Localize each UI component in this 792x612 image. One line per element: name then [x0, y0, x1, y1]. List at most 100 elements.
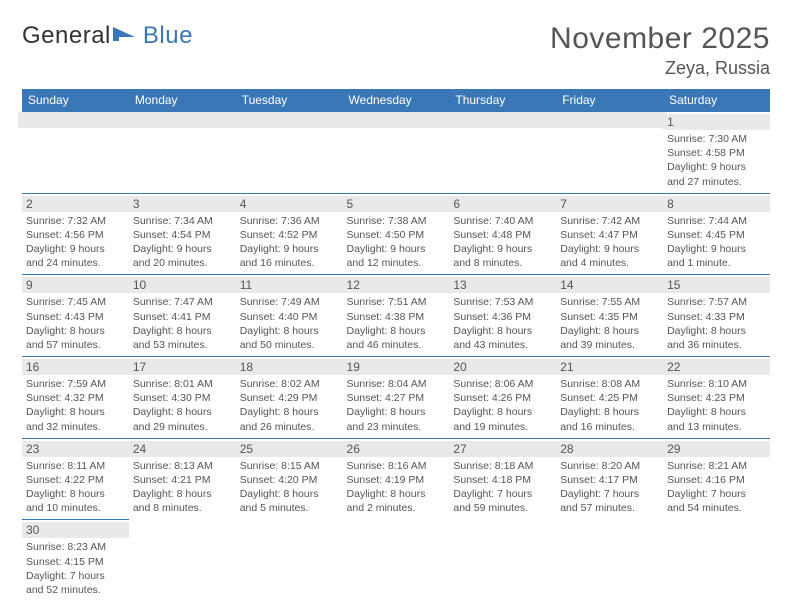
- calendar-cell: 2Sunrise: 7:32 AMSunset: 4:56 PMDaylight…: [22, 193, 129, 275]
- day-number: 7: [556, 196, 663, 212]
- day-info: Sunrise: 8:23 AMSunset: 4:15 PMDaylight:…: [26, 540, 125, 597]
- header: GeneralBlue November 2025 Zeya, Russia: [22, 22, 770, 79]
- calendar-cell: [663, 519, 770, 601]
- calendar-cell: 7 Sunrise: 7:42 AMSunset: 4:47 PMDaylight…: [556, 193, 663, 275]
- calendar-cell: 11Sunrise: 7:49 AMSunset: 4:40 PMDayligh…: [236, 274, 343, 356]
- day-number: 26: [343, 441, 450, 457]
- calendar-cell: [236, 519, 343, 601]
- logo-text-2: Blue: [143, 22, 193, 50]
- calendar-cell: 5 Sunrise: 7:38 AMSunset: 4:50 PMDaylight…: [343, 193, 450, 275]
- day-number: 3: [129, 196, 236, 212]
- calendar-cell: 22 Sunrise: 8:10 AMSunset: 4:23 PMDayligh…: [663, 356, 770, 438]
- weekday-header: Wednesday: [343, 89, 450, 111]
- calendar-cell: [22, 111, 129, 193]
- calendar-cell: 20Sunrise: 8:06 AMSunset: 4:26 PMDayligh…: [449, 356, 556, 438]
- day-number: 5: [343, 196, 450, 212]
- calendar-cell: 26 Sunrise: 8:16 AMSunset: 4:19 PMDayligh…: [343, 438, 450, 520]
- day-info: Sunrise: 7:30 AMSunset: 4:58 PMDaylight:…: [667, 132, 766, 189]
- day-number: 19: [343, 359, 450, 375]
- day-info: Sunrise: 7:57 AMSunset: 4:33 PMDaylight:…: [667, 295, 766, 352]
- day-info: Sunrise: 8:01 AMSunset: 4:30 PMDaylight:…: [133, 377, 232, 434]
- day-info: Sunrise: 7:47 AMSunset: 4:41 PMDaylight:…: [133, 295, 232, 352]
- day-info: Sunrise: 8:13 AMSunset: 4:21 PMDaylight:…: [133, 459, 232, 516]
- page-subtitle: Zeya, Russia: [550, 58, 770, 79]
- day-number: 17: [129, 359, 236, 375]
- day-info: Sunrise: 8:20 AMSunset: 4:17 PMDaylight:…: [560, 459, 659, 516]
- weekday-header: Saturday: [663, 89, 770, 111]
- day-number: 10: [129, 277, 236, 293]
- day-number: 18: [236, 359, 343, 375]
- weekday-header: Tuesday: [236, 89, 343, 111]
- calendar-cell: 28 Sunrise: 8:20 AMSunset: 4:17 PMDayligh…: [556, 438, 663, 520]
- day-number: 13: [449, 277, 556, 293]
- calendar-cell: 18 Sunrise: 8:02 AMSunset: 4:29 PMDayligh…: [236, 356, 343, 438]
- day-info: Sunrise: 8:10 AMSunset: 4:23 PMDaylight:…: [667, 377, 766, 434]
- calendar-cell: [236, 111, 343, 193]
- day-info: Sunrise: 7:36 AMSunset: 4:52 PMDaylight:…: [240, 214, 339, 271]
- calendar-cell: 13 Sunrise: 7:53 AMSunset: 4:36 PMDayligh…: [449, 274, 556, 356]
- day-number: 27: [449, 441, 556, 457]
- day-number: 4: [236, 196, 343, 212]
- day-number: 8: [663, 196, 770, 212]
- calendar-cell: 24Sunrise: 8:13 AMSunset: 4:21 PMDayligh…: [129, 438, 236, 520]
- calendar-table: SundayMondayTuesdayWednesdayThursdayFrid…: [22, 89, 770, 601]
- day-info: Sunrise: 7:49 AMSunset: 4:40 PMDaylight:…: [240, 295, 339, 352]
- calendar-cell: 27Sunrise: 8:18 AMSunset: 4:18 PMDayligh…: [449, 438, 556, 520]
- day-number: 20: [449, 359, 556, 375]
- calendar-cell: 15 Sunrise: 7:57 AMSunset: 4:33 PMDayligh…: [663, 274, 770, 356]
- day-info: Sunrise: 8:21 AMSunset: 4:16 PMDaylight:…: [667, 459, 766, 516]
- day-info: Sunrise: 7:42 AMSunset: 4:47 PMDaylight:…: [560, 214, 659, 271]
- calendar-cell: 19 Sunrise: 8:04 AMSunset: 4:27 PMDayligh…: [343, 356, 450, 438]
- day-info: Sunrise: 7:34 AMSunset: 4:54 PMDaylight:…: [133, 214, 232, 271]
- calendar-cell: [129, 519, 236, 601]
- weekday-header: Monday: [129, 89, 236, 111]
- day-number: 30: [22, 522, 129, 538]
- day-info: Sunrise: 8:16 AMSunset: 4:19 PMDaylight:…: [347, 459, 446, 516]
- weekday-header: Thursday: [449, 89, 556, 111]
- day-number: 29: [663, 441, 770, 457]
- day-info: Sunrise: 8:08 AMSunset: 4:25 PMDaylight:…: [560, 377, 659, 434]
- day-info: Sunrise: 8:15 AMSunset: 4:20 PMDaylight:…: [240, 459, 339, 516]
- calendar-cell: 21 Sunrise: 8:08 AMSunset: 4:25 PMDayligh…: [556, 356, 663, 438]
- day-info: Sunrise: 8:04 AMSunset: 4:27 PMDaylight:…: [347, 377, 446, 434]
- calendar-cell: 6Sunrise: 7:40 AMSunset: 4:48 PMDaylight…: [449, 193, 556, 275]
- calendar-cell: 25 Sunrise: 8:15 AMSunset: 4:20 PMDayligh…: [236, 438, 343, 520]
- day-info: Sunrise: 7:53 AMSunset: 4:36 PMDaylight:…: [453, 295, 552, 352]
- day-number: 1: [663, 114, 770, 130]
- day-info: Sunrise: 7:38 AMSunset: 4:50 PMDaylight:…: [347, 214, 446, 271]
- calendar-cell: [449, 111, 556, 193]
- calendar-cell: 17 Sunrise: 8:01 AMSunset: 4:30 PMDayligh…: [129, 356, 236, 438]
- calendar-cell: 3 Sunrise: 7:34 AMSunset: 4:54 PMDaylight…: [129, 193, 236, 275]
- page-title: November 2025: [550, 22, 770, 56]
- calendar-cell: 30 Sunrise: 8:23 AMSunset: 4:15 PMDayligh…: [22, 519, 129, 601]
- weekday-header: Friday: [556, 89, 663, 111]
- calendar-cell: 23Sunrise: 8:11 AMSunset: 4:22 PMDayligh…: [22, 438, 129, 520]
- day-info: Sunrise: 7:45 AMSunset: 4:43 PMDaylight:…: [26, 295, 125, 352]
- calendar-cell: 9 Sunrise: 7:45 AMSunset: 4:43 PMDaylight…: [22, 274, 129, 356]
- day-number: 12: [343, 277, 450, 293]
- day-info: Sunrise: 7:32 AMSunset: 4:56 PMDaylight:…: [26, 214, 125, 271]
- calendar-cell: 10 Sunrise: 7:47 AMSunset: 4:41 PMDayligh…: [129, 274, 236, 356]
- day-number: 25: [236, 441, 343, 457]
- day-number: 28: [556, 441, 663, 457]
- calendar-cell: 1 Sunrise: 7:30 AMSunset: 4:58 PMDaylight…: [663, 111, 770, 193]
- day-info: Sunrise: 7:55 AMSunset: 4:35 PMDaylight:…: [560, 295, 659, 352]
- calendar-cell: 8Sunrise: 7:44 AMSunset: 4:45 PMDaylight…: [663, 193, 770, 275]
- day-number: 9: [22, 277, 129, 293]
- calendar-cell: [343, 519, 450, 601]
- day-number: 22: [663, 359, 770, 375]
- day-info: Sunrise: 7:59 AMSunset: 4:32 PMDaylight:…: [26, 377, 125, 434]
- day-info: Sunrise: 8:11 AMSunset: 4:22 PMDaylight:…: [26, 459, 125, 516]
- logo-flag-icon: [113, 27, 139, 45]
- day-number: 21: [556, 359, 663, 375]
- day-number: 15: [663, 277, 770, 293]
- calendar-cell: [449, 519, 556, 601]
- calendar-cell: 14Sunrise: 7:55 AMSunset: 4:35 PMDayligh…: [556, 274, 663, 356]
- title-block: November 2025 Zeya, Russia: [550, 22, 770, 79]
- logo: GeneralBlue: [22, 22, 193, 50]
- calendar-cell: 4 Sunrise: 7:36 AMSunset: 4:52 PMDaylight…: [236, 193, 343, 275]
- calendar-cell: 16 Sunrise: 7:59 AMSunset: 4:32 PMDayligh…: [22, 356, 129, 438]
- day-info: Sunrise: 8:02 AMSunset: 4:29 PMDaylight:…: [240, 377, 339, 434]
- calendar-cell: 12Sunrise: 7:51 AMSunset: 4:38 PMDayligh…: [343, 274, 450, 356]
- day-number: 16: [22, 359, 129, 375]
